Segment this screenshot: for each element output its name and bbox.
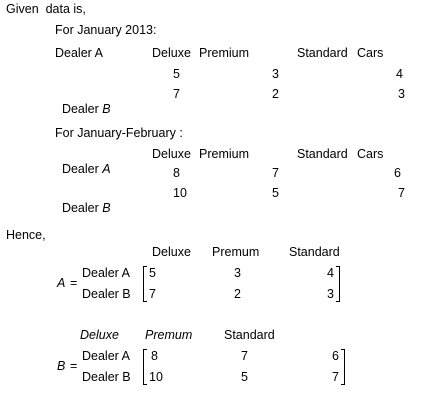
- matrix-b-cell-1-3: 6: [332, 349, 339, 363]
- matrix-b-name: B: [57, 359, 66, 373]
- matrix-b-header-standard: Standard: [224, 328, 275, 342]
- matrix-b-cell-2-3: 7: [332, 370, 339, 384]
- s2-row-a-standard: 6: [394, 166, 401, 180]
- matrix-a-cell-1-2: 3: [234, 266, 241, 280]
- matrix-b-cell-1-1: 8: [151, 349, 158, 363]
- matrix-a-name: A: [57, 276, 66, 290]
- matrix-a-equals: =: [70, 276, 78, 290]
- matrix-b-row-label-a: Dealer A: [82, 349, 130, 363]
- matrix-a-row-label-a: Dealer A: [82, 266, 130, 280]
- matrix-a-cell-1-3: 4: [327, 266, 334, 280]
- matrix-b-row-label-b: Dealer B: [82, 370, 131, 384]
- s2-row-a-premium: 7: [272, 166, 279, 180]
- matrix-a-right-bracket: [336, 266, 340, 302]
- matrix-b-cell-2-1: 10: [149, 370, 163, 384]
- s2-col-premium: Premium: [199, 147, 250, 161]
- s2-dealer-a-prefix: Dealer: [61, 162, 103, 176]
- s2-row-b-premium: 5: [272, 186, 279, 200]
- hence-text: Hence,: [6, 228, 46, 242]
- section1-heading: For January 2013:: [55, 23, 157, 37]
- section2-heading: For January-February :: [55, 126, 183, 140]
- matrix-a-header-premum: Premum: [212, 245, 260, 259]
- s2-dealer-b-prefix: Dealer: [61, 201, 103, 215]
- s2-col-cars: Cars: [357, 147, 384, 161]
- s2-dealer-a-header: Dealer A: [55, 147, 111, 177]
- matrix-a-cell-2-1: 7: [149, 287, 156, 301]
- matrix-b-cell-1-2: 7: [241, 349, 248, 363]
- s1-dealer-b-label: Dealer B: [55, 87, 111, 117]
- matrix-a-row-label-b: Dealer B: [82, 287, 131, 301]
- s1-col-cars: Cars: [357, 46, 384, 60]
- matrix-b-right-bracket: [341, 349, 345, 385]
- matrix-b-header-deluxe: Deluxe: [80, 328, 119, 342]
- s2-row-a-deluxe: 8: [173, 166, 180, 180]
- s2-col-deluxe: Deluxe: [152, 147, 191, 161]
- matrix-b-left-bracket: [143, 349, 147, 385]
- s1-row-a-deluxe: 5: [173, 67, 180, 81]
- matrix-a-header-standard: Standard: [289, 245, 340, 259]
- s2-col-standard: Standard: [297, 147, 348, 161]
- matrix-b-cell-2-2: 5: [241, 370, 248, 384]
- s1-col-premium: Premium: [199, 46, 250, 60]
- s1-row-b-deluxe: 7: [173, 87, 180, 101]
- s2-row-b-deluxe: 10: [173, 186, 187, 200]
- s2-row-b-standard: 7: [398, 186, 405, 200]
- s1-row-a-premium: 3: [272, 67, 279, 81]
- s1-dealer-b-prefix: Dealer: [61, 102, 103, 116]
- matrix-b-header-premum: Premum: [145, 328, 193, 342]
- s2-dealer-b-label: Dealer B: [55, 186, 111, 216]
- s2-dealer-b-letter: B: [102, 201, 111, 215]
- matrix-b-equals: =: [70, 359, 78, 373]
- s1-dealer-a-header: Dealer A: [55, 46, 103, 60]
- s1-dealer-b-letter: B: [102, 102, 111, 116]
- intro-text: Given data is,: [6, 2, 86, 16]
- s1-col-standard: Standard: [297, 46, 348, 60]
- s1-row-a-standard: 4: [396, 67, 403, 81]
- s1-row-b-premium: 2: [272, 87, 279, 101]
- s1-row-b-standard: 3: [398, 87, 405, 101]
- matrix-a-cell-1-1: 5: [149, 266, 156, 280]
- s2-dealer-a-letter: A: [102, 162, 111, 176]
- matrix-a-left-bracket: [143, 266, 147, 302]
- matrix-a-cell-2-2: 2: [234, 287, 241, 301]
- s1-col-deluxe: Deluxe: [152, 46, 191, 60]
- matrix-a-cell-2-3: 3: [327, 287, 334, 301]
- matrix-a-header-deluxe: Deluxe: [152, 245, 191, 259]
